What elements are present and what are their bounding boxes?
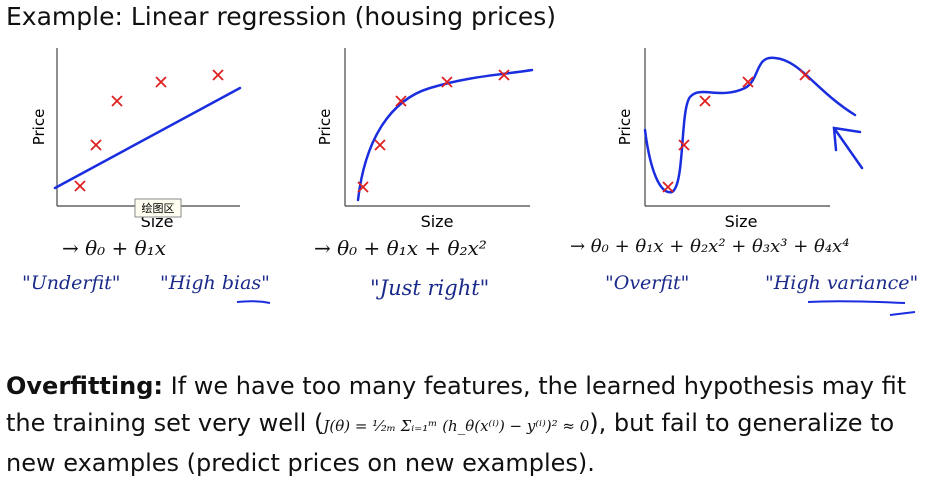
annotation: "Underfit" — [22, 272, 121, 294]
hypothesis: → θ₀ + θ₁x + θ₂x² + θ₃x³ + θ₄x⁴ — [570, 236, 850, 257]
text: ), but fail to generalize to new example… — [6, 409, 895, 477]
plots: Price Price Price Size Size Size 绘图区 — [30, 48, 916, 316]
title: Example: Linear regression (housing pric… — [6, 2, 557, 31]
text: If we have too many features, the learne… — [6, 372, 907, 437]
annotation: "Overfit" — [605, 272, 690, 294]
x-label: Size — [725, 212, 758, 231]
tooltip-box — [134, 198, 182, 218]
data-points — [74, 69, 811, 193]
formula: J(θ) = ¹⁄₂ₘ Σᵢ₌₁ᵐ (h_θ(x⁽ⁱ⁾) − y⁽ⁱ⁾)² ≈ … — [323, 417, 590, 435]
paragraph: Overfitting: If we have too many feature… — [6, 368, 921, 482]
y-label: Price — [616, 109, 634, 146]
hypothesis: → θ₀ + θ₁x + θ₂x² — [314, 236, 487, 260]
y-label: Price — [30, 109, 48, 146]
tooltip: 绘图区 — [142, 201, 175, 215]
fit-curves — [53, 56, 864, 202]
underlines — [236, 300, 916, 316]
x-label: Size — [421, 212, 454, 231]
term: Overfitting: — [6, 372, 163, 400]
annotation: "High bias" — [160, 272, 270, 294]
hypothesis: → θ₀ + θ₁x — [62, 236, 166, 260]
y-label: Price — [316, 109, 334, 146]
axes — [56, 48, 830, 207]
annotation: "High variance" — [765, 272, 919, 294]
annotation: "Just right" — [370, 276, 490, 300]
